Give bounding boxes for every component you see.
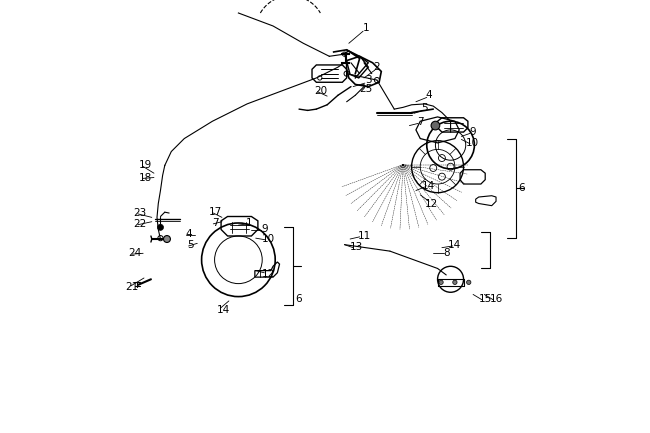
Text: 10: 10 <box>262 234 275 244</box>
Circle shape <box>164 236 170 242</box>
Text: 5: 5 <box>421 103 428 113</box>
Text: 2: 2 <box>374 62 380 72</box>
Text: 9: 9 <box>469 127 476 137</box>
Text: 7: 7 <box>417 117 424 127</box>
Text: 18: 18 <box>138 172 152 183</box>
Text: 12: 12 <box>424 198 437 209</box>
Text: 20: 20 <box>314 86 327 96</box>
Circle shape <box>439 280 443 284</box>
Text: 14: 14 <box>448 239 461 250</box>
Text: 1: 1 <box>246 218 253 228</box>
Text: 5: 5 <box>187 239 194 250</box>
Text: 13: 13 <box>350 242 363 252</box>
Text: 4: 4 <box>185 229 192 239</box>
Circle shape <box>157 224 164 230</box>
Text: 19: 19 <box>138 160 152 171</box>
Text: 11: 11 <box>358 231 370 241</box>
Text: 10: 10 <box>465 138 479 148</box>
Text: 6: 6 <box>296 294 302 304</box>
Text: 16: 16 <box>489 294 502 304</box>
Text: 25: 25 <box>359 84 372 94</box>
Text: 24: 24 <box>128 248 141 259</box>
Circle shape <box>467 280 471 284</box>
Text: 21: 21 <box>125 281 139 292</box>
Text: 14: 14 <box>216 304 230 315</box>
Circle shape <box>431 121 440 130</box>
Text: 8: 8 <box>443 248 450 259</box>
Text: 4: 4 <box>426 90 432 100</box>
Text: 9: 9 <box>261 224 268 235</box>
Text: 17: 17 <box>209 207 222 217</box>
Text: 23: 23 <box>133 208 146 218</box>
Text: 12: 12 <box>262 268 276 279</box>
Text: 6: 6 <box>519 183 525 194</box>
Text: 14: 14 <box>422 181 436 191</box>
Text: 1: 1 <box>363 23 369 33</box>
Circle shape <box>453 280 457 284</box>
Text: 3: 3 <box>365 75 372 85</box>
Text: 22: 22 <box>133 219 146 229</box>
Text: 7: 7 <box>213 218 219 228</box>
Text: 15: 15 <box>478 294 492 304</box>
